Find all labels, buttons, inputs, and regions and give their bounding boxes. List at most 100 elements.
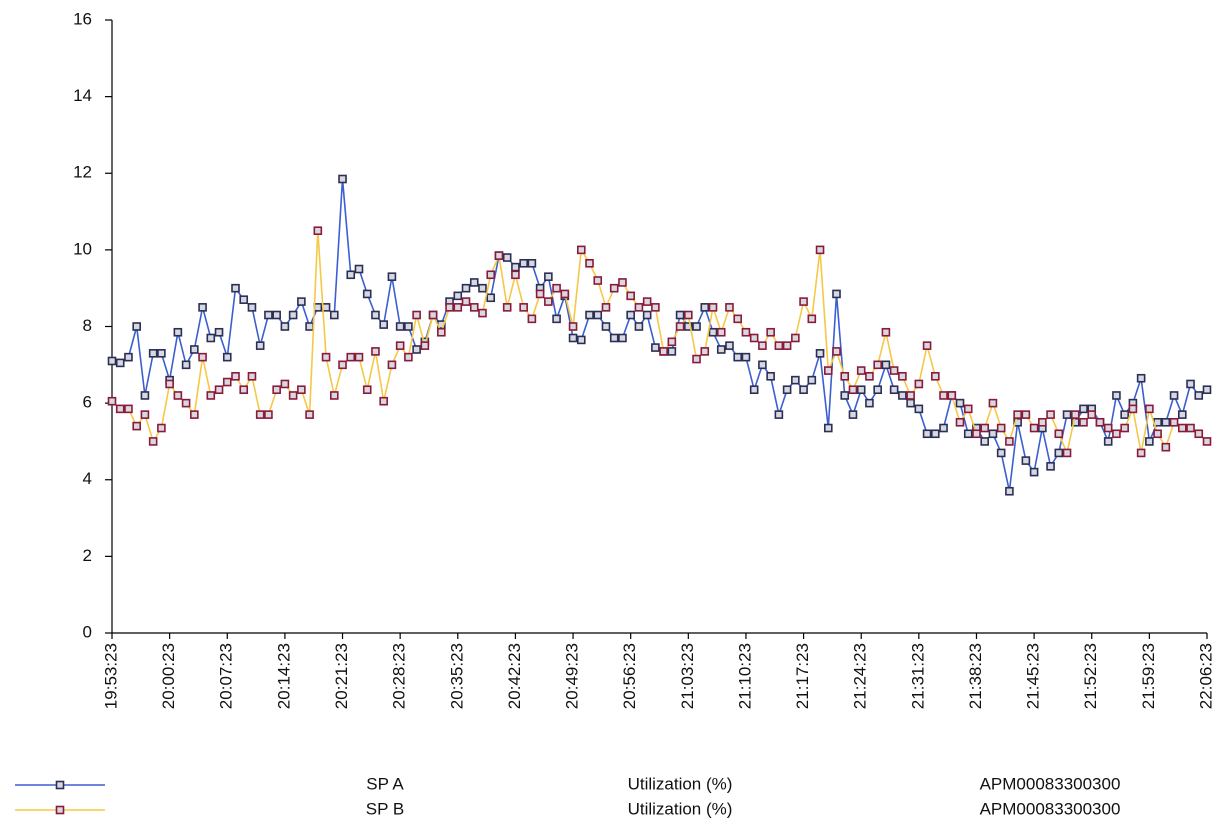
point-marker bbox=[552, 283, 561, 293]
y-tick-label: 10 bbox=[73, 239, 92, 258]
point-marker bbox=[453, 303, 463, 312]
point-marker bbox=[700, 347, 710, 356]
point-marker bbox=[651, 303, 660, 312]
point-marker bbox=[939, 391, 948, 400]
point-marker bbox=[1169, 417, 1179, 427]
point-marker bbox=[519, 258, 528, 268]
point-marker bbox=[305, 322, 314, 331]
x-tick-label: 21:31:23 bbox=[908, 643, 927, 709]
point-marker bbox=[1169, 391, 1179, 400]
point-marker bbox=[1087, 410, 1097, 419]
point-marker bbox=[461, 297, 471, 306]
point-marker bbox=[568, 322, 578, 331]
point-marker bbox=[1202, 385, 1212, 395]
point-marker bbox=[626, 291, 635, 301]
point-marker bbox=[832, 347, 841, 356]
point-marker bbox=[1095, 417, 1105, 427]
point-marker bbox=[1021, 456, 1031, 465]
point-marker bbox=[173, 391, 183, 400]
point-marker bbox=[552, 314, 561, 324]
point-marker bbox=[996, 423, 1006, 433]
point-marker bbox=[338, 360, 347, 370]
point-marker bbox=[445, 303, 454, 312]
point-marker bbox=[1070, 410, 1080, 419]
point-marker bbox=[247, 303, 257, 312]
point-marker bbox=[165, 379, 174, 389]
point-marker bbox=[774, 341, 784, 350]
point-marker bbox=[1153, 429, 1162, 439]
x-tick-label: 21:52:23 bbox=[1081, 643, 1100, 709]
point-marker bbox=[321, 352, 331, 362]
point-marker bbox=[519, 303, 528, 312]
point-marker bbox=[494, 251, 504, 260]
point-marker bbox=[469, 303, 479, 312]
point-marker bbox=[675, 310, 685, 320]
point-marker bbox=[511, 270, 520, 280]
point-marker bbox=[576, 335, 586, 345]
point-marker bbox=[395, 341, 405, 350]
point-marker bbox=[107, 396, 117, 406]
point-marker bbox=[305, 410, 314, 419]
point-marker bbox=[823, 366, 833, 375]
point-marker bbox=[799, 297, 808, 306]
x-tick-label: 20:28:23 bbox=[390, 643, 409, 709]
point-marker bbox=[535, 289, 545, 299]
point-marker bbox=[708, 327, 718, 337]
point-marker bbox=[1145, 437, 1154, 446]
point-marker bbox=[642, 310, 652, 320]
point-marker bbox=[1079, 404, 1088, 414]
point-marker bbox=[264, 310, 273, 320]
point-marker bbox=[181, 360, 191, 370]
point-marker bbox=[774, 410, 784, 419]
y-tick-label: 2 bbox=[83, 546, 92, 565]
point-marker bbox=[749, 385, 759, 395]
point-marker bbox=[1112, 391, 1121, 400]
point-marker bbox=[725, 341, 734, 350]
point-marker bbox=[1054, 429, 1064, 439]
point-marker bbox=[980, 423, 990, 433]
point-marker bbox=[206, 333, 216, 343]
x-tick-label: 20:21:23 bbox=[332, 643, 351, 709]
legend-metric: Utilization (%) bbox=[628, 799, 733, 818]
point-marker bbox=[692, 322, 701, 331]
point-marker bbox=[881, 360, 891, 370]
point-marker bbox=[272, 385, 281, 395]
point-marker bbox=[815, 349, 825, 358]
x-tick-label: 22:06:23 bbox=[1196, 643, 1215, 709]
point-marker bbox=[609, 283, 619, 293]
point-marker bbox=[931, 372, 940, 381]
x-tick-label: 20:14:23 bbox=[274, 643, 293, 709]
point-marker bbox=[346, 270, 356, 280]
y-tick-label: 4 bbox=[83, 469, 92, 488]
point-marker bbox=[486, 293, 496, 303]
point-marker bbox=[354, 264, 364, 274]
point-marker bbox=[667, 347, 677, 356]
point-marker bbox=[371, 347, 380, 356]
point-marker bbox=[280, 379, 290, 389]
point-marker bbox=[1005, 486, 1014, 496]
point-marker bbox=[181, 398, 191, 408]
point-marker bbox=[939, 423, 948, 433]
point-marker bbox=[544, 297, 553, 306]
point-marker bbox=[132, 322, 141, 331]
point-marker bbox=[1178, 410, 1187, 419]
point-marker bbox=[1161, 442, 1171, 452]
point-marker bbox=[560, 289, 570, 299]
point-marker bbox=[222, 352, 232, 362]
point-marker bbox=[214, 385, 224, 395]
point-marker bbox=[593, 310, 603, 320]
point-marker bbox=[749, 333, 759, 343]
point-marker bbox=[898, 372, 907, 381]
point-marker bbox=[1029, 467, 1039, 477]
point-marker bbox=[873, 385, 882, 395]
point-marker bbox=[1103, 423, 1113, 433]
point-marker bbox=[733, 352, 743, 362]
point-marker bbox=[404, 322, 413, 331]
x-tick-label: 21:17:23 bbox=[793, 643, 812, 709]
x-tick-label: 20:42:23 bbox=[505, 643, 524, 709]
point-marker bbox=[288, 391, 298, 400]
point-marker bbox=[626, 310, 635, 320]
point-marker bbox=[313, 303, 323, 312]
point-marker bbox=[437, 327, 446, 337]
point-marker bbox=[914, 404, 924, 414]
